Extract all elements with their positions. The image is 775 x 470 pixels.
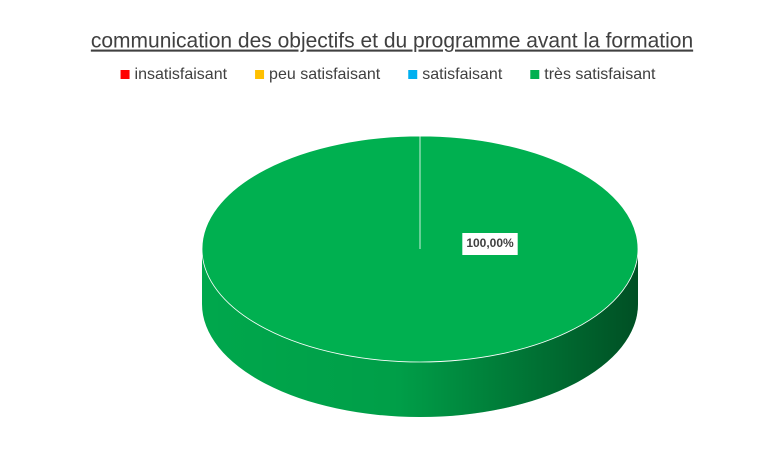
legend-swatch <box>408 70 418 79</box>
side-shade <box>202 249 638 417</box>
legend-swatch <box>530 70 540 79</box>
data-label-box <box>462 233 518 255</box>
legend-label: peu satisfaisant <box>269 66 381 83</box>
chart-title: communication des objectifs et du progra… <box>91 30 693 53</box>
legend: insatisfaisant peu satisfaisant satisfaisa… <box>120 66 656 83</box>
legend-label: satisfaisant <box>422 66 503 83</box>
legend-label: très satisfaisant <box>544 66 656 83</box>
pie-slice <box>201 135 639 363</box>
legend-label: insatisfaisant <box>135 66 228 83</box>
legend-swatch <box>120 70 130 79</box>
data-label: 100,00% <box>466 236 514 250</box>
legend-swatch <box>255 70 265 79</box>
pie: 100,00% <box>201 135 639 417</box>
